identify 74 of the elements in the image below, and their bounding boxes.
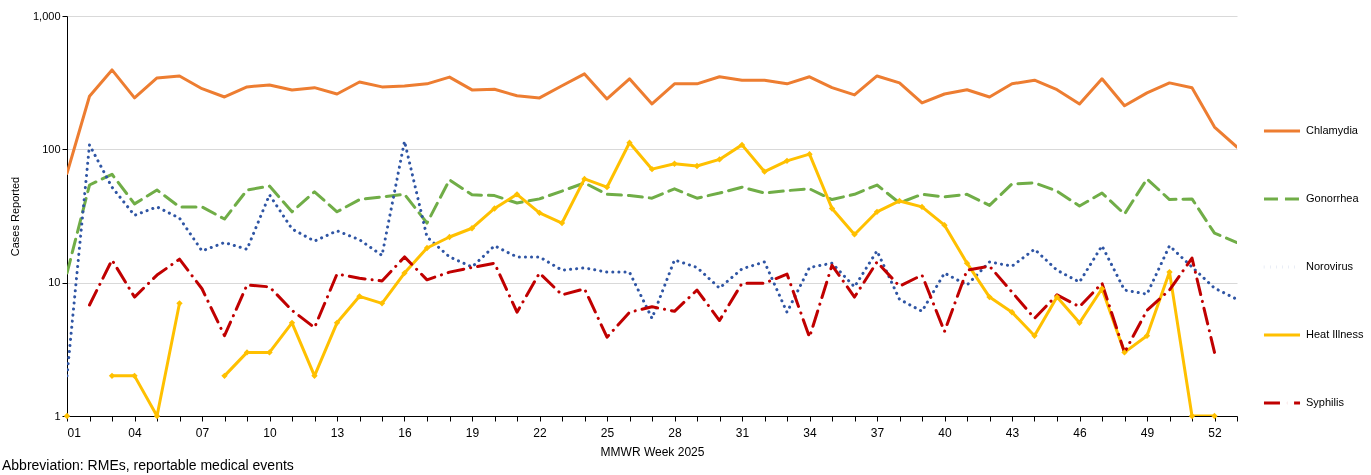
point <box>536 209 543 216</box>
point <box>918 203 926 211</box>
x-tick-label: 40 <box>938 425 952 440</box>
legend-label: Syphilis <box>1306 396 1345 408</box>
y-tick-label: 10 <box>48 276 61 289</box>
point <box>513 191 521 198</box>
point <box>378 300 386 307</box>
point <box>176 300 183 307</box>
y-tick-label: 1 <box>54 409 61 422</box>
x-tick-label: 04 <box>128 425 142 440</box>
legend-label: Norovirus <box>1306 260 1354 272</box>
point <box>401 269 408 277</box>
legend-label: Gonorrhea <box>1306 192 1360 204</box>
x-axis-title: MMWR Week 2025 <box>600 444 705 459</box>
x-tick-label: 25 <box>600 425 615 440</box>
point <box>941 221 948 229</box>
point <box>626 139 633 146</box>
point <box>581 175 588 183</box>
x-tick-label: 37 <box>870 425 885 440</box>
point <box>986 293 993 301</box>
x-tick-label: 49 <box>1140 425 1155 440</box>
point <box>603 184 611 191</box>
line-series <box>67 139 1237 378</box>
point <box>1008 309 1016 316</box>
point <box>491 205 498 212</box>
legend-label: Chlamydia <box>1306 124 1359 136</box>
x-tick-label: 19 <box>465 425 480 440</box>
x-tick-label: 07 <box>195 425 210 440</box>
y-axis-title: Cases Reported <box>8 176 21 257</box>
line-series <box>67 172 1237 275</box>
point <box>671 160 678 167</box>
point <box>1031 332 1038 339</box>
y-tick-label: 100 <box>42 142 61 155</box>
point <box>761 168 768 175</box>
line-series <box>67 68 1237 175</box>
line-series <box>88 255 1216 354</box>
point <box>648 166 656 173</box>
point <box>131 372 138 380</box>
legend-label: Heat Illness <box>1306 328 1364 340</box>
point <box>851 231 858 238</box>
point <box>738 141 746 149</box>
x-tick-label: 52 <box>1208 425 1222 440</box>
x-tick-label: 01 <box>67 425 82 440</box>
point <box>1211 412 1218 420</box>
point <box>1098 285 1106 292</box>
point <box>423 244 431 252</box>
y-tick-label: 1,000 <box>32 9 61 22</box>
point <box>356 293 363 300</box>
point <box>1053 293 1061 301</box>
x-tick-label: 16 <box>398 425 412 440</box>
point <box>896 197 903 205</box>
point <box>468 225 476 232</box>
x-tick-label: 43 <box>1005 425 1020 440</box>
point <box>333 319 341 326</box>
point <box>221 372 228 380</box>
point <box>446 233 453 241</box>
x-tick-label: 22 <box>533 425 547 440</box>
point <box>873 208 881 215</box>
point <box>1076 319 1083 326</box>
point <box>963 260 971 267</box>
x-tick-label: 34 <box>803 425 817 440</box>
point <box>806 151 813 158</box>
point <box>828 205 836 212</box>
x-tick-label: 46 <box>1073 425 1087 440</box>
point <box>783 157 791 164</box>
x-tick-label: 31 <box>735 425 750 440</box>
point <box>558 219 566 227</box>
text: Abbreviation: RMEs, reportable medical events <box>2 457 294 473</box>
point <box>716 156 723 163</box>
x-tick-label: 28 <box>668 425 682 440</box>
x-tick-label: 13 <box>330 425 345 440</box>
point <box>1121 349 1128 356</box>
x-tick-label: 10 <box>263 425 277 440</box>
point <box>1143 332 1151 339</box>
